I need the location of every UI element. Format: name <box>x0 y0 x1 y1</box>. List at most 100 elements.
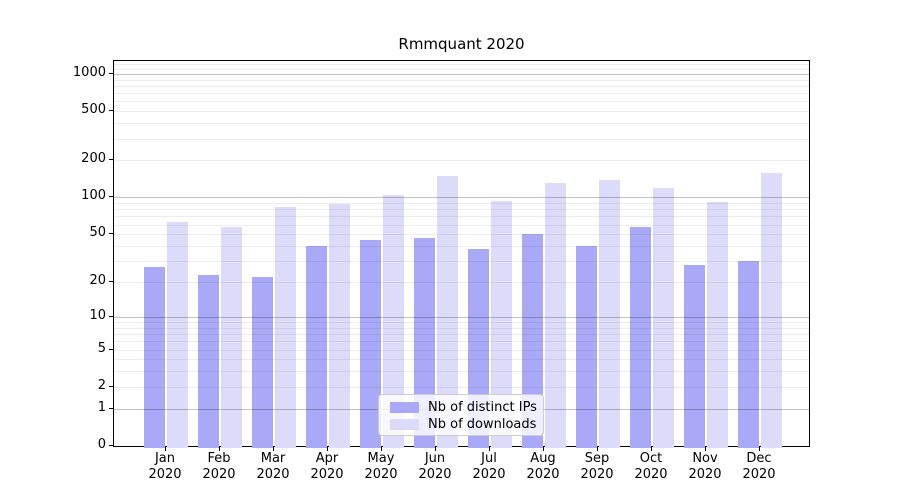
gridline-6 <box>114 341 809 343</box>
gridline-500 <box>114 111 809 113</box>
y-tick-mark-100 <box>109 196 113 198</box>
gridline-30 <box>114 261 809 263</box>
bar-downloads-jan <box>167 222 188 448</box>
gridline-7 <box>114 334 809 336</box>
bar-distinct-ips-oct <box>630 227 651 448</box>
month-name: Dec <box>746 451 772 466</box>
month-year: 2020 <box>202 467 236 482</box>
bar-distinct-ips-feb <box>198 274 219 448</box>
gridline-9 <box>114 322 809 323</box>
gridline-700 <box>114 93 809 95</box>
x-tick-label-aug: Aug 2020 <box>515 451 571 483</box>
x-tick-mark-may <box>381 447 382 451</box>
x-tick-mark-oct <box>651 447 652 451</box>
gridline-5 <box>114 349 809 351</box>
gridline-90 <box>114 203 809 205</box>
month-year: 2020 <box>634 467 668 482</box>
x-tick-label-apr: Apr 2020 <box>299 451 355 483</box>
bar-distinct-ips-mar <box>252 277 273 448</box>
month-name: Feb <box>207 451 231 466</box>
y-tick-label-50: 50 <box>89 225 106 241</box>
legend: Nb of distinct IPs Nb of downloads <box>378 394 544 436</box>
bar-distinct-ips-dec <box>738 261 759 448</box>
y-tick-label-100: 100 <box>81 188 106 204</box>
bar-distinct-ips-nov <box>684 264 705 448</box>
gridline-800 <box>114 85 809 87</box>
gridline-200 <box>114 160 809 162</box>
bar-distinct-ips-may <box>360 239 381 448</box>
x-tick-label-oct: Oct 2020 <box>623 451 679 483</box>
x-tick-label-jul: Jul 2020 <box>461 451 517 483</box>
bar-downloads-aug <box>545 183 566 448</box>
month-name: Jan <box>154 451 176 466</box>
month-name: Jul <box>481 451 497 466</box>
month-name: Oct <box>639 451 663 466</box>
month-year: 2020 <box>580 467 614 482</box>
month-name: Sep <box>584 451 610 466</box>
month-name: Aug <box>530 451 556 466</box>
gridline-3 <box>114 371 809 373</box>
y-tick-label-10: 10 <box>89 307 106 323</box>
x-tick-mark-nov <box>705 447 706 451</box>
bar-downloads-dec <box>761 173 782 448</box>
x-tick-label-may: May 2020 <box>353 451 409 483</box>
legend-swatch-distinct-ips <box>390 402 419 413</box>
gridline-300 <box>114 138 809 140</box>
gridline-50 <box>114 234 809 236</box>
bar-distinct-ips-apr <box>306 246 327 448</box>
month-name: Nov <box>692 451 718 466</box>
y-tick-label-200: 200 <box>81 151 106 167</box>
y-tick-label-20: 20 <box>89 273 106 289</box>
gridline-20 <box>114 282 809 284</box>
month-year: 2020 <box>472 467 506 482</box>
gridline-1100 <box>114 68 809 70</box>
gridline-2 <box>114 386 809 388</box>
x-tick-label-feb: Feb 2020 <box>191 451 247 483</box>
month-year: 2020 <box>148 467 182 482</box>
legend-item-downloads: Nb of downloads <box>390 416 543 433</box>
y-tick-mark-200 <box>109 159 113 161</box>
y-tick-mark-50 <box>109 233 113 235</box>
chart-title: Rmmquant 2020 <box>398 35 525 53</box>
gridline-40 <box>114 246 809 247</box>
x-tick-label-jan: Jan 2020 <box>137 451 193 483</box>
bar-downloads-oct <box>653 187 674 448</box>
month-year: 2020 <box>256 467 290 482</box>
y-tick-mark-500 <box>109 110 113 112</box>
y-tick-label-2: 2 <box>97 377 106 393</box>
month-year: 2020 <box>310 467 344 482</box>
x-tick-label-mar: Mar 2020 <box>245 451 301 483</box>
bar-downloads-mar <box>275 206 296 448</box>
y-tick-mark-1000 <box>109 72 113 74</box>
y-tick-mark-2 <box>109 385 113 387</box>
month-year: 2020 <box>688 467 722 482</box>
x-tick-mark-sep <box>597 447 598 451</box>
plot-area <box>113 60 810 448</box>
grid-layer <box>114 61 809 446</box>
gridline-100 <box>114 197 809 199</box>
month-name: Mar <box>260 451 286 466</box>
gridline-8 <box>114 327 809 329</box>
x-tick-mark-aug <box>543 447 544 451</box>
bar-downloads-nov <box>707 201 728 448</box>
x-tick-label-dec: Dec 2020 <box>731 451 787 483</box>
month-name: May <box>367 451 395 466</box>
x-tick-mark-jan <box>165 447 166 451</box>
y-tick-label-1000: 1000 <box>72 64 106 80</box>
bar-distinct-ips-jan <box>144 266 165 448</box>
month-year: 2020 <box>742 467 776 482</box>
legend-label-distinct-ips: Nb of distinct IPs <box>428 400 537 415</box>
gridline-900 <box>114 79 809 81</box>
legend-label-downloads: Nb of downloads <box>428 417 537 432</box>
gridline-4 <box>114 359 809 361</box>
y-tick-mark-5 <box>109 348 113 350</box>
gridline-600 <box>114 101 809 103</box>
legend-swatch-downloads <box>390 419 419 430</box>
y-tick-mark-10 <box>109 315 113 317</box>
x-tick-label-jun: Jun 2020 <box>407 451 463 483</box>
month-name: Jun <box>424 451 446 466</box>
gridline-70 <box>114 216 809 218</box>
bar-distinct-ips-sep <box>576 246 597 448</box>
gridline-1000 <box>114 73 809 75</box>
